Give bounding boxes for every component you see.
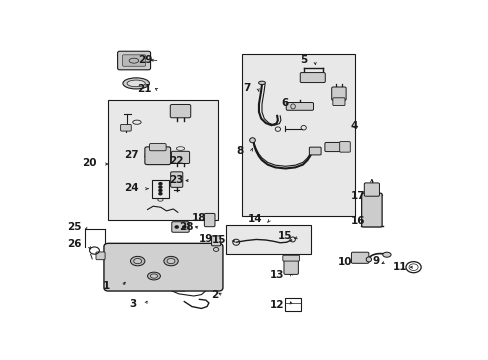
Text: 24: 24: [123, 183, 138, 193]
FancyBboxPatch shape: [284, 258, 298, 274]
Text: 16: 16: [350, 216, 365, 226]
Ellipse shape: [163, 256, 178, 266]
FancyBboxPatch shape: [104, 243, 223, 291]
FancyBboxPatch shape: [285, 103, 313, 110]
Circle shape: [183, 226, 185, 228]
Text: 25: 25: [67, 222, 81, 232]
Text: 22: 22: [169, 156, 183, 166]
Bar: [242, 54, 354, 216]
Text: 19: 19: [199, 234, 213, 244]
FancyBboxPatch shape: [149, 144, 166, 151]
FancyBboxPatch shape: [211, 236, 220, 246]
FancyBboxPatch shape: [204, 213, 215, 227]
Text: 21: 21: [137, 85, 152, 94]
FancyBboxPatch shape: [331, 87, 346, 100]
Text: 5: 5: [300, 55, 307, 66]
Bar: [285, 298, 300, 311]
Text: 15: 15: [211, 235, 225, 245]
FancyBboxPatch shape: [171, 222, 189, 232]
FancyBboxPatch shape: [96, 252, 105, 260]
FancyBboxPatch shape: [364, 183, 379, 196]
Ellipse shape: [127, 80, 145, 87]
FancyBboxPatch shape: [339, 141, 349, 152]
Ellipse shape: [167, 258, 175, 264]
Text: 20: 20: [82, 158, 97, 168]
Text: 26: 26: [67, 239, 81, 249]
Text: 3: 3: [129, 299, 137, 309]
FancyBboxPatch shape: [324, 143, 343, 152]
Ellipse shape: [130, 256, 144, 266]
Bar: [108, 100, 218, 220]
Bar: [152, 180, 168, 198]
FancyBboxPatch shape: [332, 98, 344, 105]
Text: 12: 12: [269, 300, 284, 310]
Text: 8: 8: [236, 146, 244, 156]
Bar: [225, 225, 311, 255]
Text: 27: 27: [123, 150, 138, 160]
Text: 6: 6: [281, 98, 288, 108]
Circle shape: [159, 183, 162, 185]
FancyBboxPatch shape: [170, 172, 183, 187]
Ellipse shape: [133, 258, 142, 264]
Text: 29: 29: [138, 55, 153, 65]
Text: 13: 13: [269, 270, 284, 280]
Circle shape: [159, 193, 162, 195]
FancyBboxPatch shape: [144, 147, 170, 165]
Ellipse shape: [258, 81, 265, 85]
FancyBboxPatch shape: [282, 255, 299, 261]
Text: 7: 7: [243, 83, 250, 93]
Text: 18: 18: [192, 213, 206, 224]
FancyBboxPatch shape: [171, 151, 189, 163]
Ellipse shape: [122, 78, 149, 89]
Ellipse shape: [366, 257, 371, 262]
Ellipse shape: [249, 138, 255, 143]
Text: 14: 14: [247, 214, 262, 224]
FancyBboxPatch shape: [121, 125, 131, 131]
Circle shape: [175, 226, 178, 228]
Text: 23: 23: [169, 175, 183, 185]
FancyBboxPatch shape: [361, 193, 381, 227]
Ellipse shape: [147, 272, 160, 280]
Text: 2: 2: [211, 290, 218, 300]
FancyBboxPatch shape: [170, 104, 190, 118]
Text: 17: 17: [350, 191, 365, 201]
FancyBboxPatch shape: [309, 147, 321, 155]
Ellipse shape: [150, 274, 157, 278]
Circle shape: [159, 186, 162, 188]
Text: 1: 1: [103, 281, 110, 291]
Text: 4: 4: [349, 121, 357, 131]
FancyBboxPatch shape: [117, 51, 150, 70]
Circle shape: [159, 189, 162, 192]
Ellipse shape: [382, 252, 390, 257]
Text: 9: 9: [371, 256, 379, 266]
FancyBboxPatch shape: [300, 73, 325, 82]
FancyBboxPatch shape: [351, 252, 368, 263]
FancyBboxPatch shape: [122, 55, 145, 66]
Text: 28: 28: [179, 222, 193, 232]
Text: 11: 11: [392, 262, 407, 272]
Text: 10: 10: [337, 257, 351, 267]
Text: 15: 15: [277, 231, 292, 241]
